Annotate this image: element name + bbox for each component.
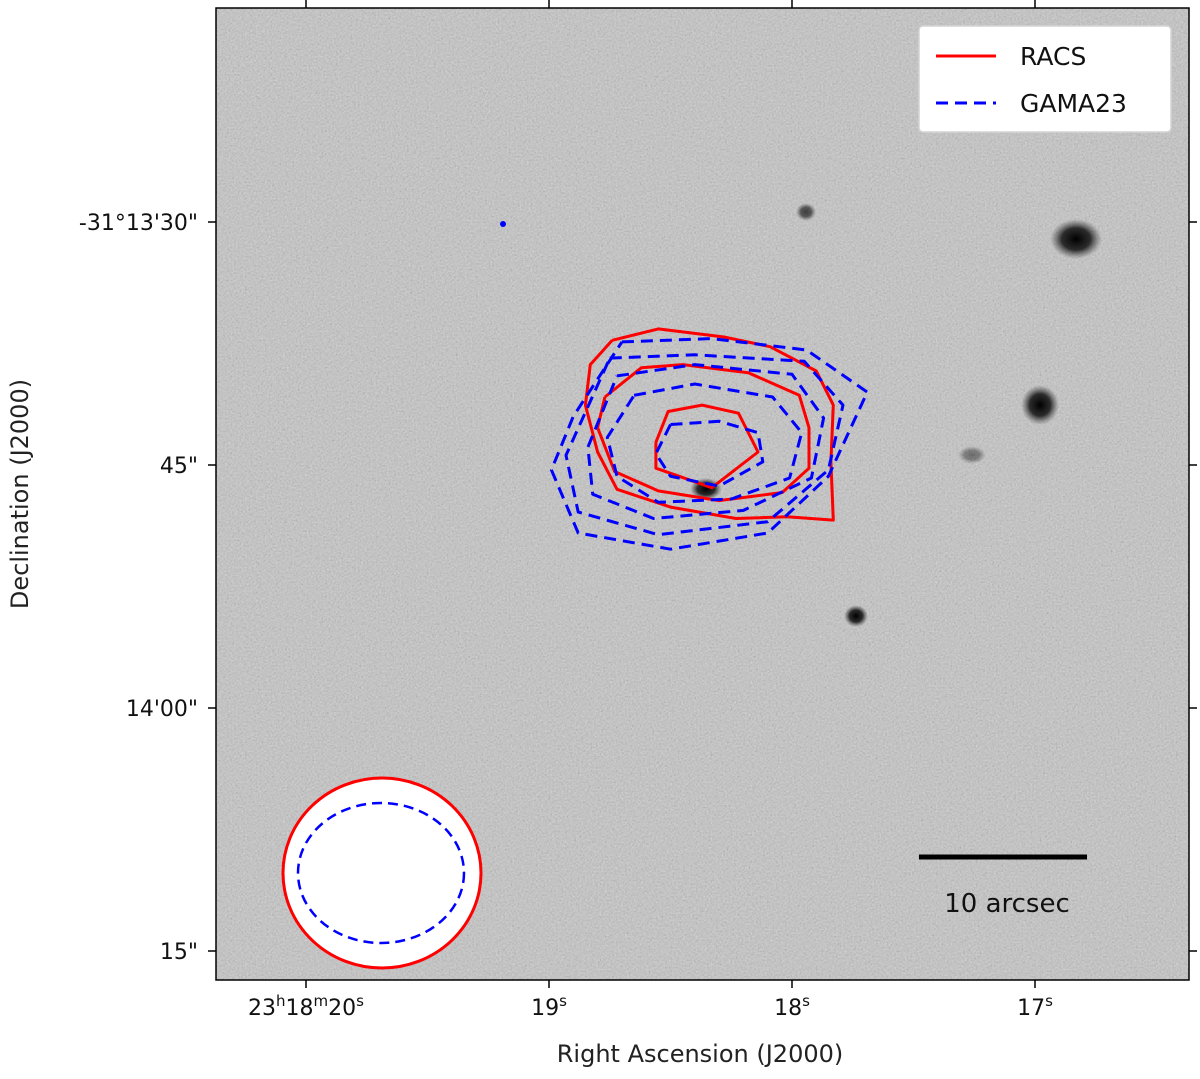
y-tick-label: 15"	[160, 940, 198, 965]
beam-ellipse-gama23	[296, 801, 466, 945]
optical-source	[958, 446, 986, 464]
contour-gama23-level-2	[605, 382, 804, 504]
contours	[549, 327, 869, 551]
scale-bar: 10 arcsec	[919, 854, 1087, 919]
y-tick-label: 14'00"	[126, 697, 198, 722]
y-axis-title: Declination (J2000)	[6, 379, 34, 609]
x-tick-label: 17s​	[1017, 992, 1053, 1021]
plot-frame	[215, 7, 1190, 981]
axis-ticks: 23h​18m​20s​ 19s​ 18s​ 17s​ -31°13'30" 45" 14'…	[79, 0, 1197, 1021]
contour-gama23-level-3	[586, 363, 826, 520]
optical-source	[796, 203, 816, 221]
beam-ellipse-racs	[281, 776, 483, 970]
legend-label-gama23: GAMA23	[1020, 89, 1127, 118]
x-tick-label: 19s​	[531, 992, 567, 1021]
legend-label-racs: RACS	[1020, 42, 1086, 71]
optical-source	[1021, 385, 1059, 425]
stray-contour-dot	[500, 221, 506, 227]
x-axis-title: Right Ascension (J2000)	[557, 1040, 844, 1068]
scale-bar-label: 10 arcsec	[944, 889, 1070, 919]
optical-source	[1050, 219, 1102, 259]
y-tick-label: 45"	[160, 454, 198, 479]
contour-gama23-level-5	[549, 337, 869, 551]
x-tick-label: 18s​	[774, 992, 810, 1021]
contour-racs-level-1	[654, 403, 760, 490]
beam-indicator	[281, 776, 483, 970]
optical-source	[844, 605, 868, 627]
optical-sources	[690, 203, 1102, 627]
legend: RACS GAMA23	[918, 25, 1172, 133]
contour-gama23-level-1	[654, 419, 765, 488]
legend-box	[918, 25, 1172, 133]
contour-gama23-level-4	[564, 353, 845, 537]
x-tick-label: 23h​18m​20s​	[248, 992, 364, 1021]
y-tick-label: -31°13'30"	[79, 211, 198, 236]
